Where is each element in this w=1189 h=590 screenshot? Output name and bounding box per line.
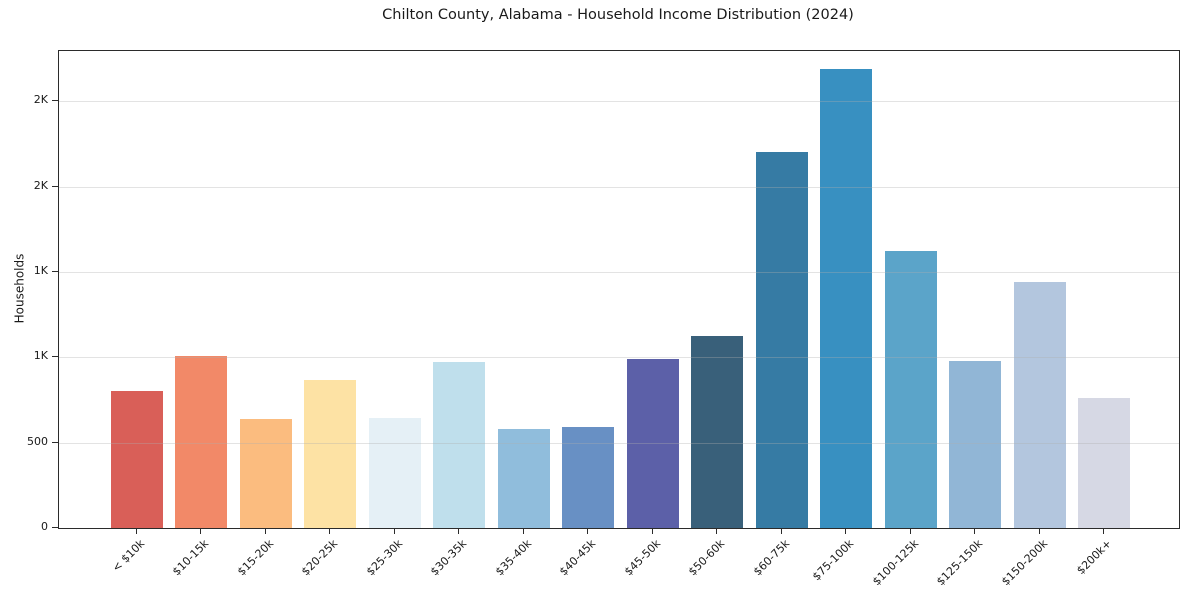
y-tick-mark — [52, 185, 58, 187]
bar-10-15k — [175, 355, 228, 528]
y-tick-label: 500 — [27, 434, 48, 448]
x-tick-mark — [522, 528, 524, 534]
x-tick-mark — [1103, 528, 1105, 534]
y-tick-label: 0 — [41, 520, 48, 533]
y-tick-label: 2K — [33, 178, 48, 192]
x-tick-mark — [329, 528, 331, 534]
y-tick-mark — [52, 441, 58, 443]
gridline-y-2500 — [59, 101, 1179, 103]
x-tick-mark — [974, 528, 976, 534]
y-tick-label: 1K — [33, 349, 48, 363]
bar-150-200k — [1013, 281, 1066, 528]
gridline-y-500 — [59, 442, 1179, 444]
gridline-y-2000 — [59, 186, 1179, 188]
x-tick-mark — [200, 528, 202, 534]
bar-35-40k — [497, 429, 550, 528]
bar-40-45k — [562, 427, 615, 528]
y-tick-mark — [52, 356, 58, 358]
y-tick-mark — [52, 271, 58, 272]
x-tick-mark — [458, 528, 460, 534]
x-tick-mark — [135, 528, 137, 534]
bar-30-35k — [433, 361, 486, 528]
bar-15-20k — [239, 418, 292, 528]
x-tick-mark — [845, 528, 847, 534]
y-tick-mark — [52, 100, 58, 102]
x-tick-mark — [393, 528, 395, 534]
bar-45-50k — [626, 359, 679, 528]
x-tick-mark — [587, 528, 589, 534]
x-tick-mark — [909, 528, 911, 534]
plot-area — [58, 50, 1180, 529]
chart-title: Chilton County, Alabama - Household Inco… — [382, 7, 854, 23]
x-tick-mark — [1038, 528, 1040, 534]
gridline-y-1000 — [59, 357, 1179, 359]
y-tick-label: 2K — [33, 93, 48, 107]
bar-100-125k — [884, 250, 937, 528]
bar-125-150k — [949, 360, 1002, 528]
x-tick-mark — [264, 528, 266, 534]
x-tick-mark — [780, 528, 782, 534]
bar-10k — [110, 391, 163, 528]
bar-60-75k — [755, 151, 808, 528]
gridline-y-1500 — [59, 272, 1179, 273]
x-tick-mark — [651, 528, 653, 534]
bar-20-25k — [304, 380, 357, 528]
bar-50-60k — [691, 336, 744, 528]
y-tick-label: 1K — [33, 264, 48, 277]
x-tick-mark — [716, 528, 718, 534]
bar-75-100k — [820, 69, 873, 528]
x-tick-label: < $10k — [109, 537, 147, 575]
y-tick-mark — [52, 527, 58, 528]
bar-25-30k — [368, 417, 421, 528]
bar-200k+ — [1078, 397, 1131, 528]
